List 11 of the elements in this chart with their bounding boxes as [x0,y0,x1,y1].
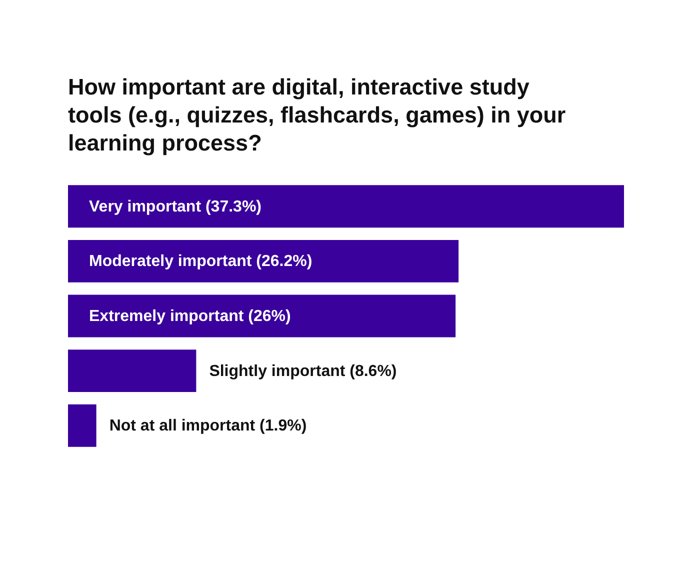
bar [68,185,624,228]
data-label: Very important (37.3%) [89,198,262,216]
bar [68,404,96,447]
bar [68,240,459,282]
data-label: Moderately important (26.2%) [89,253,312,270]
chart-title: How important are digital, interactive study tools (e.g., quizzes, flashcards, games) in your learning process? [68,74,566,156]
bar [68,350,196,392]
bar [68,294,456,338]
data-label: Extremely important (26%) [89,308,291,325]
data-label: Slightly important (8.6%) [209,362,397,380]
data-label: Not at all important (1.9%) [109,418,307,435]
